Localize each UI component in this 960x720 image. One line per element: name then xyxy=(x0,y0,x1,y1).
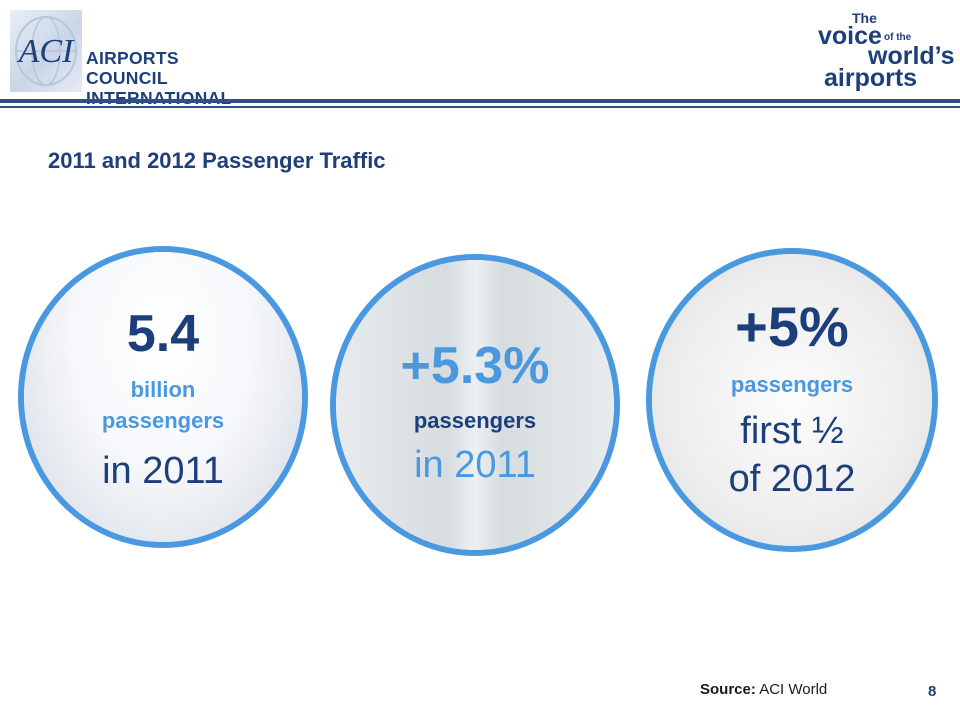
header-divider-thin xyxy=(0,106,960,108)
stat-line: billion xyxy=(130,377,196,402)
stat-circle-growth-2011: +5.3% passengers in 2011 xyxy=(330,254,620,556)
stat-circle-total-passengers: 5.4 billion passengers in 2011 xyxy=(18,246,308,548)
globe-icon: ACI xyxy=(15,16,77,86)
stat-line: passengers xyxy=(730,372,854,397)
terminal-crowd-background xyxy=(24,252,302,542)
newspaper-background xyxy=(652,254,932,546)
stat-value: 5.4 xyxy=(126,305,200,363)
tagline-voice: voice xyxy=(818,22,882,50)
stat-line: passengers xyxy=(413,408,537,433)
source-value: ACI World xyxy=(759,681,828,698)
source-note: Source: ACI World xyxy=(700,681,827,698)
runway-background xyxy=(336,260,614,550)
tagline-the: The xyxy=(852,10,877,26)
tagline-of-the: of the xyxy=(884,32,912,43)
slide-title: 2011 and 2012 Passenger Traffic xyxy=(48,148,386,173)
stat-line: passengers xyxy=(101,408,225,433)
stat-value: +5% xyxy=(735,295,849,358)
page-number: 8 xyxy=(928,683,937,700)
stat-line: first ½ xyxy=(740,410,844,452)
aci-logo-mark: ACI xyxy=(10,10,82,92)
stat-line: in 2011 xyxy=(102,450,224,492)
org-name-line1: AIRPORTS COUNCIL xyxy=(86,48,179,88)
stat-line: of 2012 xyxy=(728,458,856,500)
aci-logo: ACI AIRPORTS COUNCIL INTERNATIONAL xyxy=(10,10,240,108)
stat-line: in 2011 xyxy=(414,444,536,486)
org-name-line2: INTERNATIONAL xyxy=(86,88,232,108)
header-divider xyxy=(0,99,960,103)
stat-circle-growth-2012: +5% passengers first ½ of 2012 xyxy=(646,248,938,552)
tagline-worlds: world’s xyxy=(868,42,955,70)
org-name: AIRPORTS COUNCIL INTERNATIONAL xyxy=(86,48,240,108)
tagline-logo: The voice of the world’s airports xyxy=(818,10,955,92)
stat-value: +5.3% xyxy=(400,337,550,395)
source-label: Source: xyxy=(700,681,756,698)
tagline-airports: airports xyxy=(824,64,918,92)
logo-mark-text: ACI xyxy=(17,33,75,70)
